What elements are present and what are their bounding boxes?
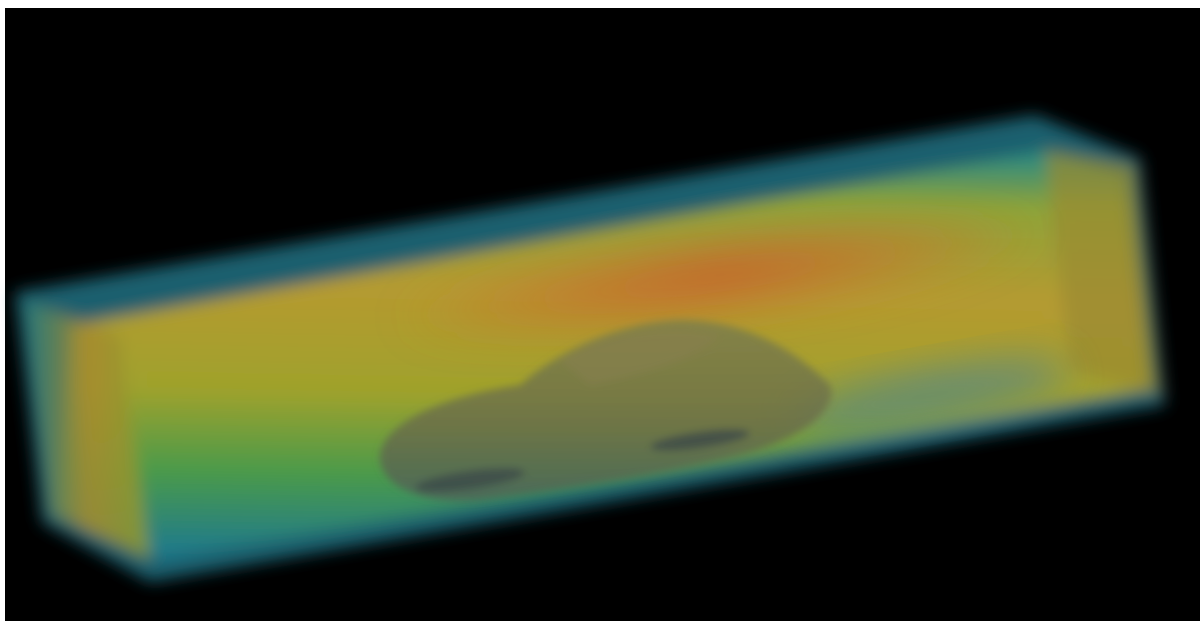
page: {} [0, 0, 1200, 621]
volume-render-view [0, 0, 1200, 621]
